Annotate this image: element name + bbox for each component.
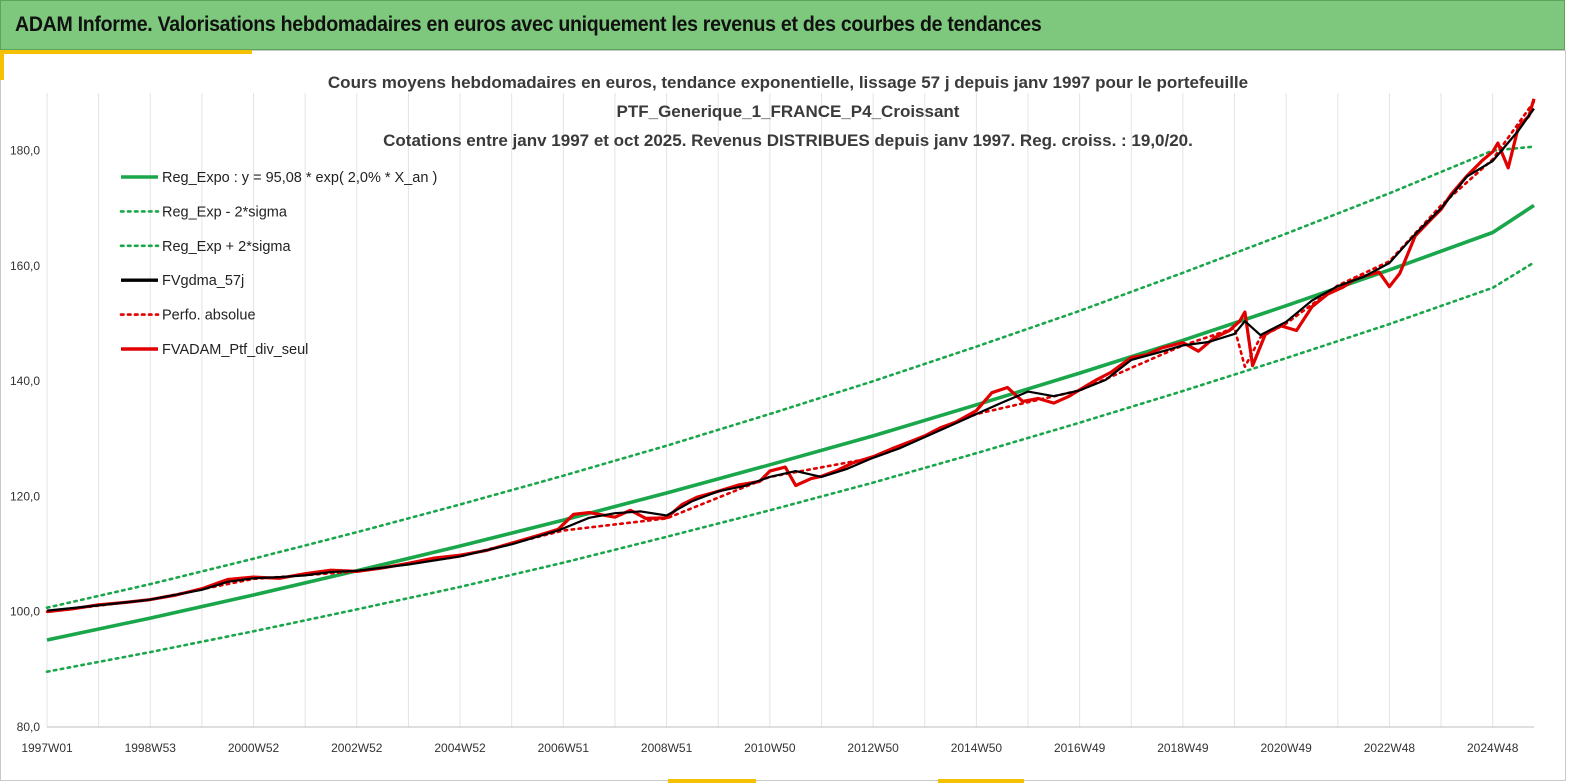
series-line-1	[45, 261, 1536, 673]
legend-entry: Reg_Exp + 2*sigma	[162, 239, 291, 255]
chart-frame	[0, 50, 1566, 781]
x-tick-label: 2014W50	[951, 741, 1003, 755]
x-tick-label: 2022W48	[1364, 741, 1416, 755]
x-tick-label: 2018W49	[1157, 741, 1209, 755]
chart-title-line-3: Cotations entre janv 1997 et oct 2025. R…	[383, 131, 1193, 150]
y-tick-label: 140,0	[10, 374, 40, 388]
chart-title: Cours moyens hebdomadaires en euros, ten…	[328, 73, 1248, 150]
y-axis-ticks: 80,0 100,0 120,0 140,0 160,0 180,0	[10, 144, 40, 734]
series-line-3	[46, 107, 1535, 612]
legend-entry: FVgdma_57j	[162, 273, 244, 289]
y-tick-label: 120,0	[10, 489, 40, 503]
accent-strip-bottom-1	[668, 779, 756, 783]
accent-strip-left	[0, 50, 4, 80]
x-tick-label: 2006W51	[538, 741, 590, 755]
x-tick-label: 1997W01	[21, 741, 73, 755]
x-axis-ticks: 1997W01 1998W53 2000W52 2002W52 2004W52 2006W…	[21, 741, 1518, 755]
x-tick-label: 2002W52	[331, 741, 383, 755]
grid-lines	[46, 93, 1494, 727]
chart-title-line-1: Cours moyens hebdomadaires en euros, ten…	[328, 73, 1248, 92]
legend-entry: Reg_Exp - 2*sigma	[162, 204, 288, 220]
series-line-2	[45, 145, 1536, 609]
legend-entry: FVADAM_Ptf_div_seul	[162, 342, 308, 358]
chart-title-line-2: PTF_Generique_1_FRANCE_P4_Croissant	[617, 102, 960, 121]
accent-strip-bottom-2	[938, 779, 1024, 783]
accent-strip-top	[0, 50, 252, 54]
y-tick-label: 100,0	[10, 605, 40, 619]
series-layer	[45, 98, 1536, 673]
x-tick-label: 2010W50	[744, 741, 796, 755]
legend: Reg_Expo : y = 95,08 * exp( 2,0% * X_an …	[119, 170, 437, 358]
page-title: ADAM Informe. Valorisations hebdomadaire…	[15, 13, 1042, 36]
legend-entry: Perfo. absolue	[162, 308, 256, 324]
x-tick-label: 2012W50	[847, 741, 899, 755]
x-tick-label: 2004W52	[434, 741, 486, 755]
header-bar: ADAM Informe. Valorisations hebdomadaire…	[0, 0, 1565, 50]
x-tick-label: 2000W52	[228, 741, 280, 755]
x-tick-label: 2024W48	[1467, 741, 1519, 755]
y-tick-label: 80,0	[17, 720, 41, 734]
series-line-5	[46, 98, 1536, 614]
legend-entry: Reg_Expo : y = 95,08 * exp( 2,0% * X_an …	[162, 170, 437, 186]
x-tick-label: 1998W53	[125, 741, 177, 755]
x-tick-label: 2020W49	[1260, 741, 1312, 755]
y-tick-label: 160,0	[10, 259, 40, 273]
x-tick-label: 2008W51	[641, 741, 693, 755]
x-tick-label: 2016W49	[1054, 741, 1106, 755]
series-line-0	[46, 203, 1535, 642]
y-tick-label: 180,0	[10, 144, 40, 158]
